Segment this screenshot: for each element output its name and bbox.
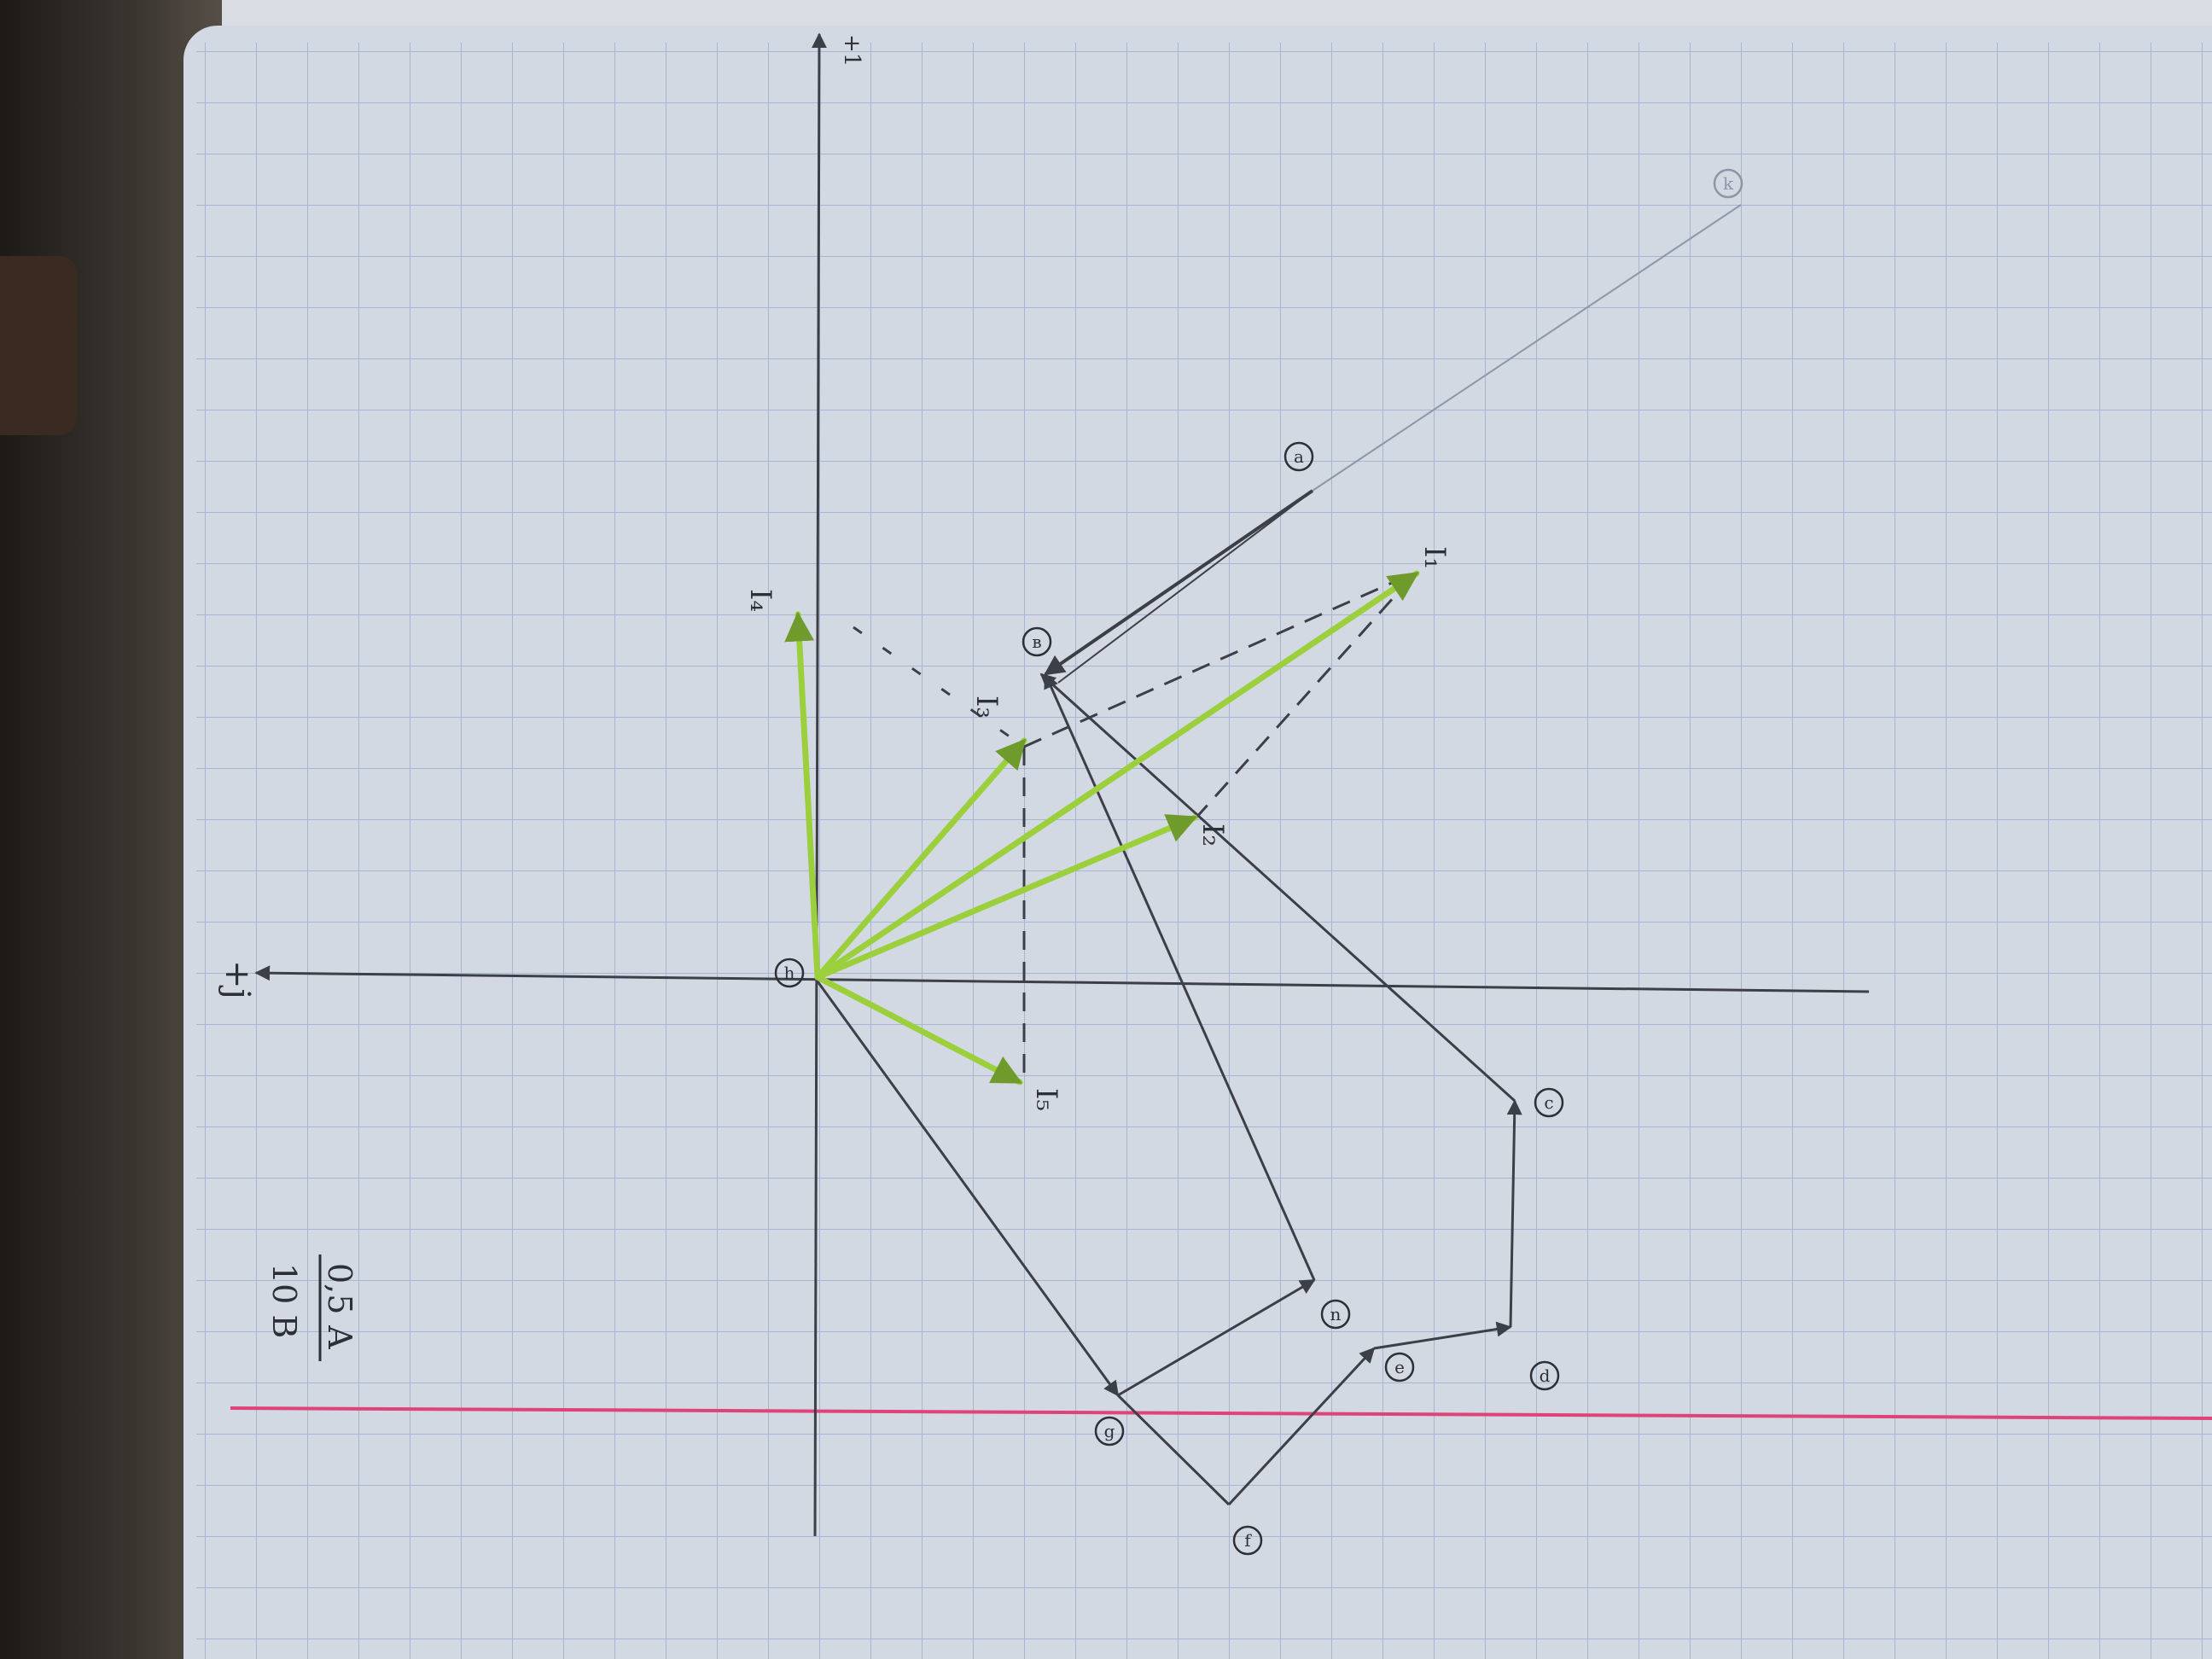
potential-diagram xyxy=(816,204,1742,1506)
point-a: a xyxy=(1294,446,1304,467)
dashed-construction xyxy=(853,570,1418,1084)
point-n: n xyxy=(1330,1304,1342,1324)
segment-e-d xyxy=(1373,1321,1512,1350)
label-i4: I₄ xyxy=(743,589,777,612)
point-h: h xyxy=(784,963,795,983)
label-i5: I₅ xyxy=(1029,1088,1063,1111)
point-d-circle xyxy=(1529,1360,1560,1391)
vector-i3 xyxy=(814,737,1027,981)
segment-g-n xyxy=(1117,1278,1316,1397)
margin-line xyxy=(230,1406,2212,1420)
point-n-circle xyxy=(1320,1299,1351,1330)
segment-b-a xyxy=(1044,489,1314,676)
label-i3: I₃ xyxy=(969,696,1004,719)
segment-a-b-thin xyxy=(1057,490,1313,684)
point-f: f xyxy=(1244,1530,1252,1551)
real-axis-label: +1 xyxy=(839,34,864,67)
vector-i2 xyxy=(814,814,1198,981)
point-e-circle xyxy=(1384,1352,1415,1382)
vector-i1 xyxy=(814,570,1420,981)
current-labels: I₁ I₂ I₃ I₄ I₅ xyxy=(743,546,1452,1111)
segment-n-b xyxy=(1044,672,1316,1281)
vector-i5 xyxy=(814,974,1023,1086)
scale-note: 10 В 0,5 А xyxy=(265,1254,358,1361)
current-vectors xyxy=(784,570,1420,1086)
dashed-i3-i1 xyxy=(1023,570,1417,748)
vector-i4 xyxy=(784,611,821,981)
grid-paper xyxy=(196,43,2212,1659)
book-edge xyxy=(0,256,77,435)
point-g-circle xyxy=(1094,1416,1125,1447)
point-a-circle xyxy=(1284,441,1314,472)
segment-c-b xyxy=(1039,672,1516,1103)
current-scale: 0,5 А xyxy=(321,1263,358,1350)
point-e: e xyxy=(1394,1357,1405,1377)
dashed-i2-i1 xyxy=(1193,570,1418,821)
point-c-circle xyxy=(1534,1087,1564,1118)
segment-g-f xyxy=(1116,1394,1231,1506)
imaginary-axis xyxy=(254,965,1870,993)
point-c: c xyxy=(1544,1092,1553,1113)
label-i1: I₁ xyxy=(1417,546,1452,569)
point-b-circle xyxy=(1022,626,1052,657)
axes xyxy=(254,32,1870,1537)
real-axis xyxy=(811,32,827,1537)
voltage-scale: 10 В xyxy=(265,1263,303,1338)
point-g: g xyxy=(1104,1421,1115,1441)
point-f-circle xyxy=(1232,1525,1263,1556)
segment-h-g xyxy=(816,981,1120,1397)
point-b: в xyxy=(1032,632,1041,652)
segment-d-c xyxy=(1506,1099,1522,1328)
point-h-circle xyxy=(774,958,805,988)
point-k: k xyxy=(1723,173,1734,194)
label-i2: I₂ xyxy=(1196,824,1230,847)
point-d: d xyxy=(1540,1365,1551,1386)
segment-f-e xyxy=(1227,1347,1376,1506)
point-labels xyxy=(774,168,1743,1556)
construction-line xyxy=(1312,204,1742,492)
point-k-circle xyxy=(1713,168,1743,199)
point-letters: h a в c d e f g n k xyxy=(784,173,1734,1551)
imaginary-axis-label: +j xyxy=(218,960,257,999)
